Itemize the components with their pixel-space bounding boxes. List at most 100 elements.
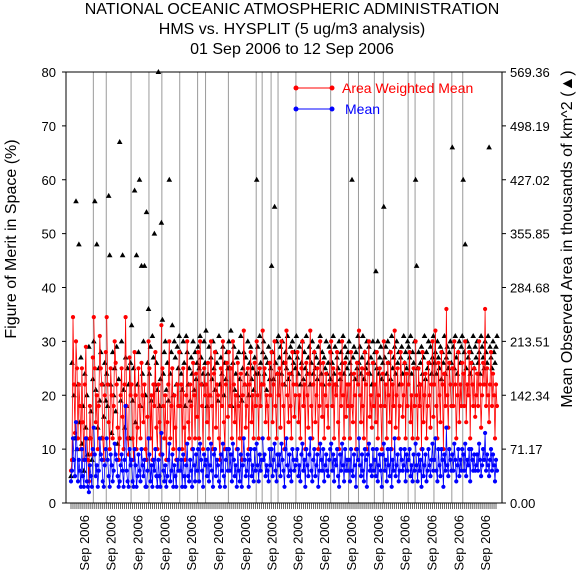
data-point	[96, 468, 101, 473]
data-point	[141, 474, 146, 479]
data-point	[463, 441, 468, 446]
x-tick-label: Sep 2006	[131, 515, 146, 571]
data-point	[458, 343, 465, 349]
data-point	[85, 484, 90, 489]
data-point	[117, 479, 122, 484]
data-point	[439, 447, 444, 452]
data-point	[166, 176, 173, 182]
data-point	[458, 382, 463, 387]
data-point	[265, 343, 272, 349]
data-point	[236, 403, 241, 409]
data-point	[167, 441, 172, 446]
data-point	[112, 441, 117, 446]
data-point	[175, 365, 181, 371]
data-point	[365, 371, 370, 376]
data-point	[390, 457, 395, 462]
data-point	[317, 468, 322, 473]
data-point	[419, 484, 424, 489]
data-point	[122, 354, 129, 360]
data-point	[461, 349, 467, 355]
data-point	[325, 468, 330, 473]
data-point	[89, 484, 94, 489]
data-point	[416, 452, 421, 457]
data-point	[384, 479, 389, 484]
data-point	[403, 479, 408, 484]
data-point	[335, 365, 341, 371]
data-point	[357, 463, 363, 468]
y-axis: 0 10 20 30 40 50 60 70 80	[42, 65, 66, 511]
data-point	[473, 354, 479, 360]
data-point	[486, 393, 491, 398]
data-point	[119, 366, 124, 371]
data-point	[469, 447, 474, 452]
data-point	[369, 474, 374, 479]
data-point	[102, 393, 107, 398]
data-point	[189, 370, 195, 376]
data-point	[493, 382, 499, 387]
data-point	[93, 474, 98, 479]
data-point	[381, 203, 387, 209]
data-point	[292, 468, 297, 473]
data-point	[168, 436, 173, 441]
data-point	[444, 343, 451, 349]
data-point	[178, 370, 184, 376]
data-point	[111, 468, 116, 473]
data-point	[248, 447, 253, 452]
data-point	[470, 382, 475, 387]
data-point	[240, 463, 245, 468]
data-point	[385, 360, 390, 365]
data-point	[94, 393, 99, 398]
data-point	[383, 382, 388, 387]
data-point	[350, 420, 356, 425]
data-point	[138, 479, 143, 484]
data-point	[153, 350, 158, 355]
data-point	[349, 176, 355, 182]
data-point	[69, 468, 75, 473]
data-point	[312, 350, 317, 355]
data-point	[308, 328, 313, 333]
data-point	[366, 441, 371, 446]
data-point	[309, 338, 316, 344]
data-point	[242, 382, 247, 387]
data-point	[438, 474, 443, 479]
data-point	[79, 447, 84, 452]
data-point	[91, 315, 96, 320]
data-point	[145, 468, 150, 473]
y2-tick-label: 142.34	[510, 388, 550, 403]
data-point	[261, 382, 266, 387]
y2-tick-label: 569.36	[510, 65, 550, 80]
data-point	[129, 457, 134, 462]
data-point	[387, 420, 392, 425]
data-point	[105, 457, 110, 462]
data-point	[402, 360, 407, 365]
data-point	[410, 479, 415, 484]
data-point	[95, 424, 101, 430]
data-point	[229, 436, 234, 441]
data-point	[341, 393, 346, 398]
data-point	[370, 447, 375, 452]
data-point	[150, 484, 155, 489]
data-point	[178, 468, 183, 473]
data-point	[294, 457, 299, 462]
data-point	[239, 397, 245, 403]
data-point	[95, 447, 100, 452]
data-point	[403, 365, 410, 371]
data-point	[131, 484, 136, 489]
data-point	[428, 474, 433, 479]
data-point	[260, 328, 265, 333]
data-point	[239, 484, 244, 489]
data-point	[363, 457, 368, 462]
data-point	[245, 366, 250, 371]
data-point	[377, 354, 383, 360]
data-point	[417, 359, 424, 365]
data-point	[218, 452, 223, 457]
data-point	[113, 452, 118, 457]
data-point	[249, 420, 254, 425]
data-point	[76, 457, 81, 462]
data-point	[221, 420, 226, 425]
data-point	[77, 403, 82, 409]
data-point	[181, 359, 187, 365]
data-point	[208, 441, 214, 446]
data-point	[100, 479, 105, 484]
data-point	[355, 457, 361, 462]
